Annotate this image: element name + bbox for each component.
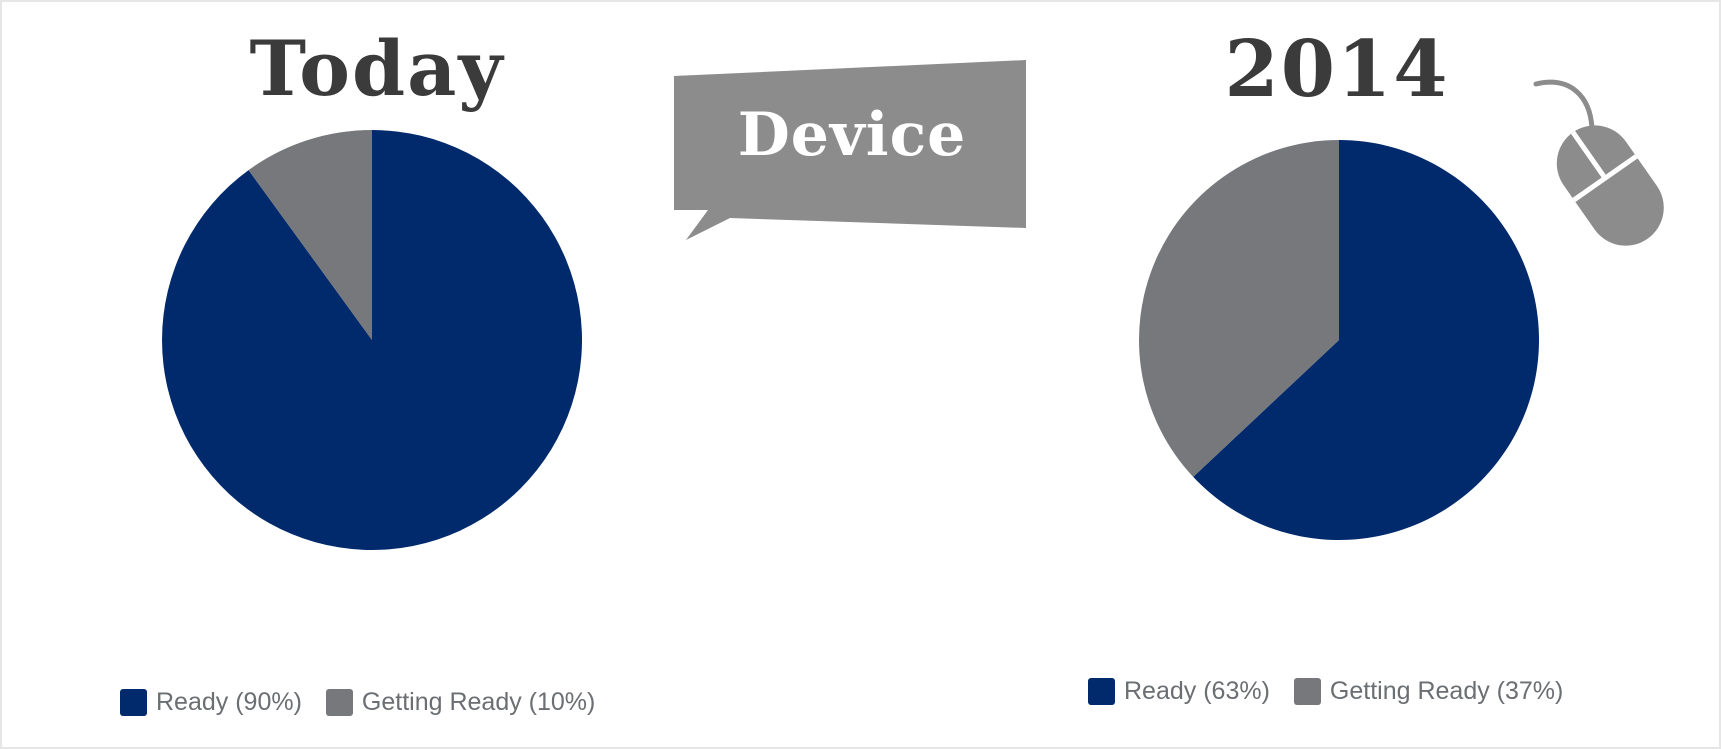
pie-slice-getting-ready [248, 130, 372, 340]
legend-swatch-getting-ready [1293, 678, 1321, 705]
legend-swatch-ready [120, 689, 147, 716]
pie-chart-today [162, 130, 582, 550]
legend-item-getting-ready: Getting Ready (10%) [325, 688, 596, 717]
legend-label-getting-ready: Getting Ready (37%) [1329, 677, 1564, 705]
computer-mouse-icon [1533, 79, 1664, 246]
legend-swatch-getting-ready [325, 689, 353, 716]
legend-item-ready: Ready (90%) [120, 688, 302, 717]
legend-2014: Ready (63%) Getting Ready (37%) [1088, 677, 1587, 706]
speech-bubble-label: Device [737, 100, 967, 170]
legend-today: Ready (90%) Getting Ready (10%) [120, 688, 619, 717]
chart-title-today: Today [249, 24, 505, 113]
legend-item-ready: Ready (63%) [1088, 677, 1270, 706]
pie-slice-ready [162, 130, 582, 550]
speech-bubble-shape [674, 60, 1026, 240]
speech-bubble [674, 60, 1026, 240]
pie-chart-2014 [1139, 140, 1539, 540]
legend-label-ready: Ready (63%) [1124, 677, 1270, 705]
legend-label-ready: Ready (90%) [156, 688, 302, 716]
pie-slice-ready [1193, 140, 1539, 540]
legend-item-getting-ready: Getting Ready (37%) [1293, 677, 1564, 706]
pie-slice-getting-ready [1139, 140, 1339, 477]
chart-title-2014: 2014 [1224, 24, 1450, 115]
legend-label-getting-ready: Getting Ready (10%) [361, 688, 596, 716]
legend-swatch-ready [1088, 678, 1115, 705]
